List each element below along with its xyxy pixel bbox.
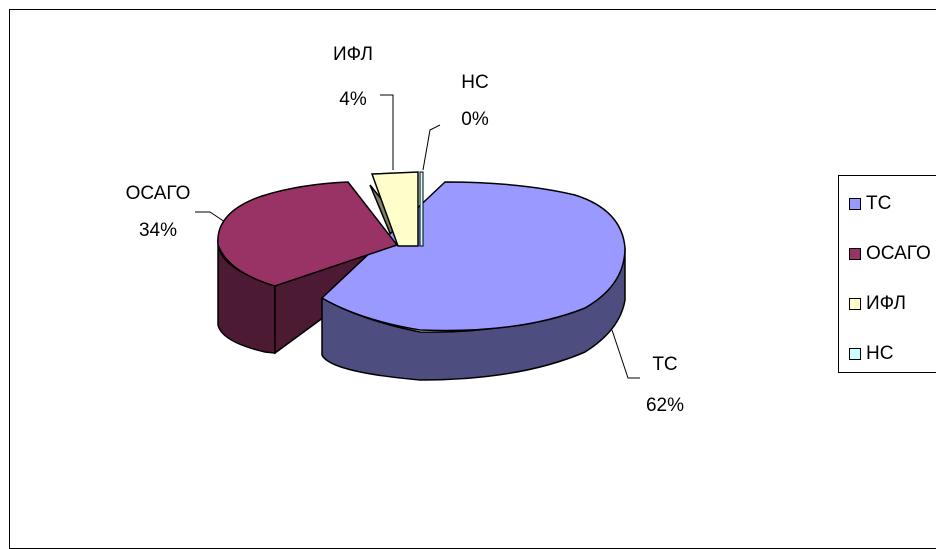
legend-item-ifl: ИФЛ (849, 293, 906, 315)
legend-swatch-ts (849, 198, 861, 210)
label-ts-name: ТС (652, 354, 677, 375)
legend-swatch-ns (849, 348, 861, 360)
slice-ns (419, 171, 424, 247)
slice-ts-side (321, 247, 626, 381)
leader-line-osago (195, 211, 226, 223)
legend-swatch-ifl (849, 298, 861, 310)
legend-label-osago: ОСАГО (866, 243, 931, 264)
leader-line-ts (611, 329, 640, 379)
legend-item-ts: ТС (849, 193, 891, 215)
legend-item-ns: НС (849, 343, 893, 365)
label-ts-pct: 62% (646, 395, 684, 416)
legend-swatch-osago (849, 248, 861, 260)
label-osago-pct: 34% (139, 220, 177, 241)
legend-label-ifl: ИФЛ (866, 293, 906, 314)
label-ns-name: НС (461, 72, 488, 93)
legend-label-ns: НС (866, 343, 894, 364)
slice-osago (217, 181, 399, 287)
slice-ifl (370, 171, 419, 247)
legend-label-ts: ТС (866, 193, 892, 214)
leader-line-ifl (380, 94, 394, 170)
legend: ТС ОСАГО ИФЛ НС (838, 175, 936, 373)
label-osago-name: ОСАГО (126, 183, 191, 204)
label-ifl-pct: 4% (339, 89, 367, 110)
label-ifl-name: ИФЛ (333, 44, 373, 65)
slice-ts (320, 181, 626, 332)
label-ns-pct: 0% (461, 109, 489, 130)
legend-item-osago: ОСАГО (849, 243, 931, 265)
leader-line-ns (422, 124, 441, 171)
